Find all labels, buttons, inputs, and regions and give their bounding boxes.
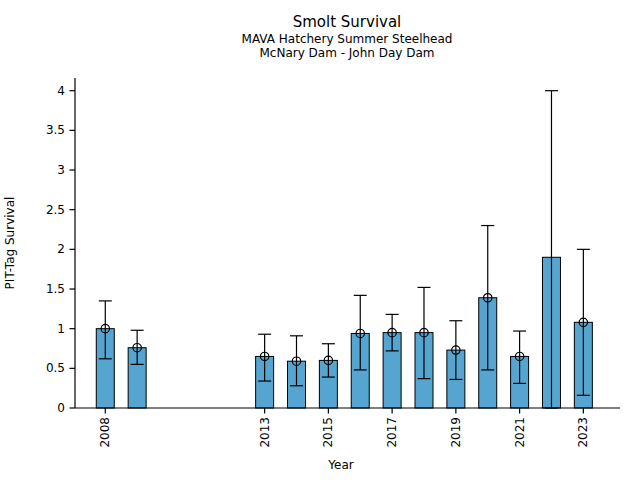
chart-title: Smolt Survival — [293, 13, 402, 31]
plot-area: 0 0.5 1 1.5 2 2.5 3 3.5 4 2008 2013 2015 2017 2019 202… — [46, 78, 620, 448]
x-tick-label-2008: 2008 — [98, 417, 112, 448]
x-tick-label-2021: 2021 — [513, 417, 527, 448]
y-tick-label-2: 2 — [57, 242, 65, 256]
y-tick-label-1.5: 1.5 — [46, 282, 65, 296]
x-tick-label-2017: 2017 — [385, 417, 399, 448]
y-tick-label-1: 1 — [57, 322, 65, 336]
y-tick-label-0.5: 0.5 — [46, 361, 65, 375]
figure: Smolt Survival MAVA Hatchery Summer Stee… — [0, 0, 640, 480]
y-tick-label-2.5: 2.5 — [46, 203, 65, 217]
y-tick-label-3.5: 3.5 — [46, 123, 65, 137]
x-tick-label-2023: 2023 — [576, 417, 590, 448]
y-tick-label-4: 4 — [57, 84, 65, 98]
y-tick-label-3: 3 — [57, 163, 65, 177]
chart-subtitle-line2: McNary Dam - John Day Dam — [259, 46, 434, 60]
smolt-survival-chart: Smolt Survival MAVA Hatchery Summer Stee… — [0, 0, 640, 480]
x-tick-label-2015: 2015 — [321, 417, 335, 448]
y-tick-label-0: 0 — [57, 401, 65, 415]
chart-subtitle-line1: MAVA Hatchery Summer Steelhead — [242, 32, 453, 46]
x-axis-label: Year — [327, 458, 353, 472]
x-tick-label-2019: 2019 — [449, 417, 463, 448]
y-axis-label: PIT-Tag Survival — [3, 197, 17, 290]
x-tick-label-2013: 2013 — [258, 417, 272, 448]
